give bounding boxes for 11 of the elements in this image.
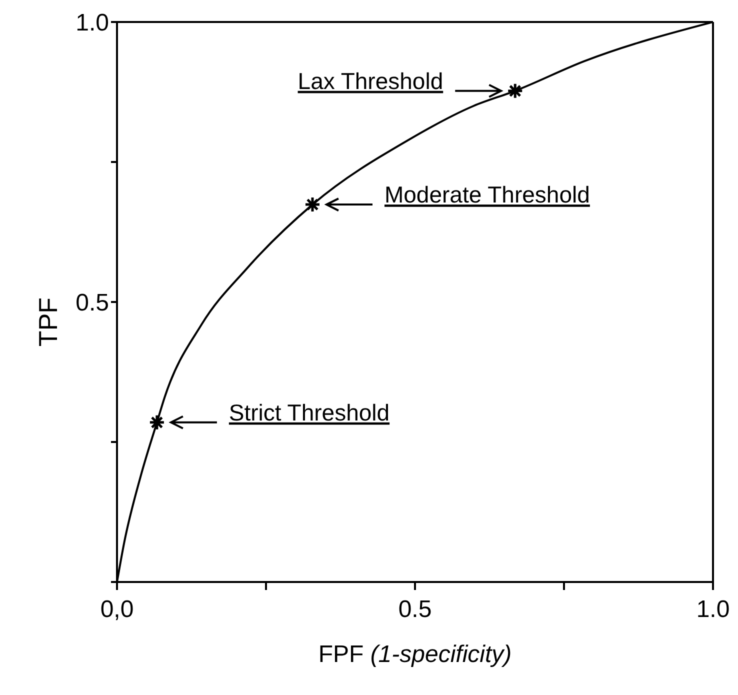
point — [148, 414, 166, 431]
x-tick-label: 0.5 — [398, 596, 432, 624]
annotation: Lax Threshold — [298, 68, 444, 94]
x-axis-title: FPF (1-specificity) — [318, 641, 512, 668]
point — [304, 196, 321, 213]
x-tick-label: 1.0 — [696, 596, 730, 624]
point — [506, 82, 524, 100]
x-tick-label: 0,0 — [100, 596, 134, 624]
y-axis-title: TPF — [33, 297, 64, 347]
annotation: Moderate Threshold — [384, 182, 590, 208]
annotation: Strict Threshold — [228, 399, 390, 426]
